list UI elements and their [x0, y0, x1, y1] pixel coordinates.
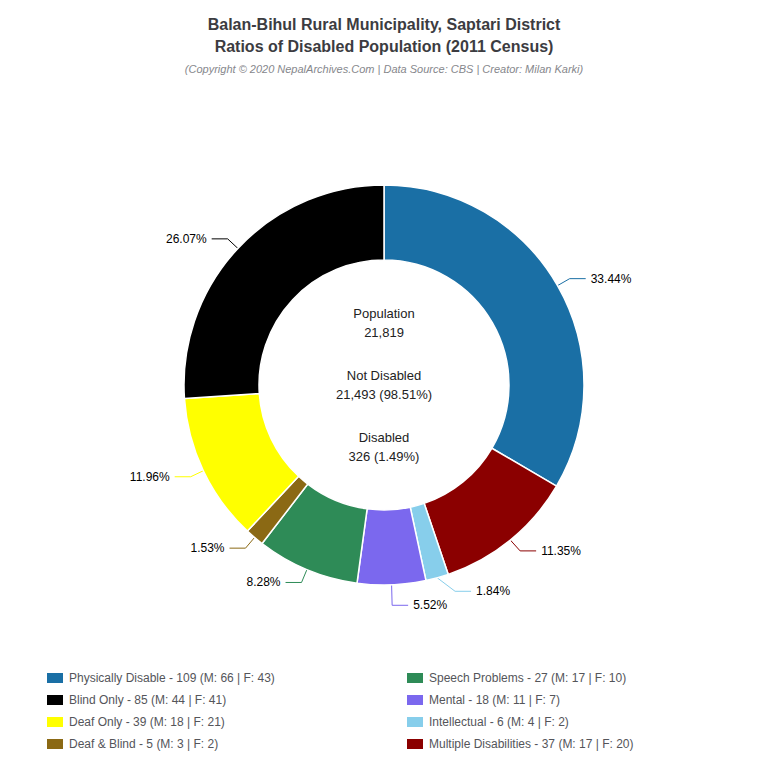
svg-text:Deaf Only - 39 (M: 18 | F: 21): Deaf Only - 39 (M: 18 | F: 21) [69, 715, 225, 729]
svg-text:26.07%: 26.07% [166, 232, 207, 246]
svg-text:Multiple Disabilities - 37 (M:: Multiple Disabilities - 37 (M: 17 | F: 2… [429, 737, 634, 751]
svg-text:21,819: 21,819 [364, 325, 404, 340]
svg-text:1.53%: 1.53% [190, 541, 224, 555]
svg-text:33.44%: 33.44% [591, 272, 632, 286]
svg-text:1.84%: 1.84% [476, 584, 510, 598]
svg-text:Balan-Bihul Rural Municipality: Balan-Bihul Rural Municipality, Saptari … [208, 16, 561, 33]
svg-text:Mental - 18 (M: 11 | F: 7): Mental - 18 (M: 11 | F: 7) [429, 693, 560, 707]
svg-text:Population: Population [353, 306, 414, 321]
svg-text:Deaf & Blind - 5 (M: 3 | F: 2): Deaf & Blind - 5 (M: 3 | F: 2) [69, 737, 218, 751]
svg-text:Ratios of Disabled Population: Ratios of Disabled Population (2011 Cens… [215, 38, 554, 55]
svg-text:(Copyright © 2020 NepalArchive: (Copyright © 2020 NepalArchives.Com | Da… [185, 63, 584, 75]
svg-text:21,493 (98.51%): 21,493 (98.51%) [336, 387, 432, 402]
svg-text:Intellectual - 6 (M: 4 | F: 2): Intellectual - 6 (M: 4 | F: 2) [429, 715, 569, 729]
svg-text:Blind Only - 85 (M: 44 | F: 41: Blind Only - 85 (M: 44 | F: 41) [69, 693, 226, 707]
svg-text:Speech Problems - 27 (M: 17 |: Speech Problems - 27 (M: 17 | F: 10) [429, 671, 626, 685]
svg-text:8.28%: 8.28% [247, 575, 281, 589]
svg-text:Physically Disable - 109 (M: 6: Physically Disable - 109 (M: 66 | F: 43) [69, 671, 275, 685]
svg-text:326 (1.49%): 326 (1.49%) [349, 449, 420, 464]
svg-text:11.35%: 11.35% [541, 544, 581, 558]
svg-text:11.96%: 11.96% [130, 470, 170, 484]
svg-text:Disabled: Disabled [359, 430, 410, 445]
svg-text:5.52%: 5.52% [413, 598, 447, 612]
svg-text:Not Disabled: Not Disabled [347, 368, 421, 383]
